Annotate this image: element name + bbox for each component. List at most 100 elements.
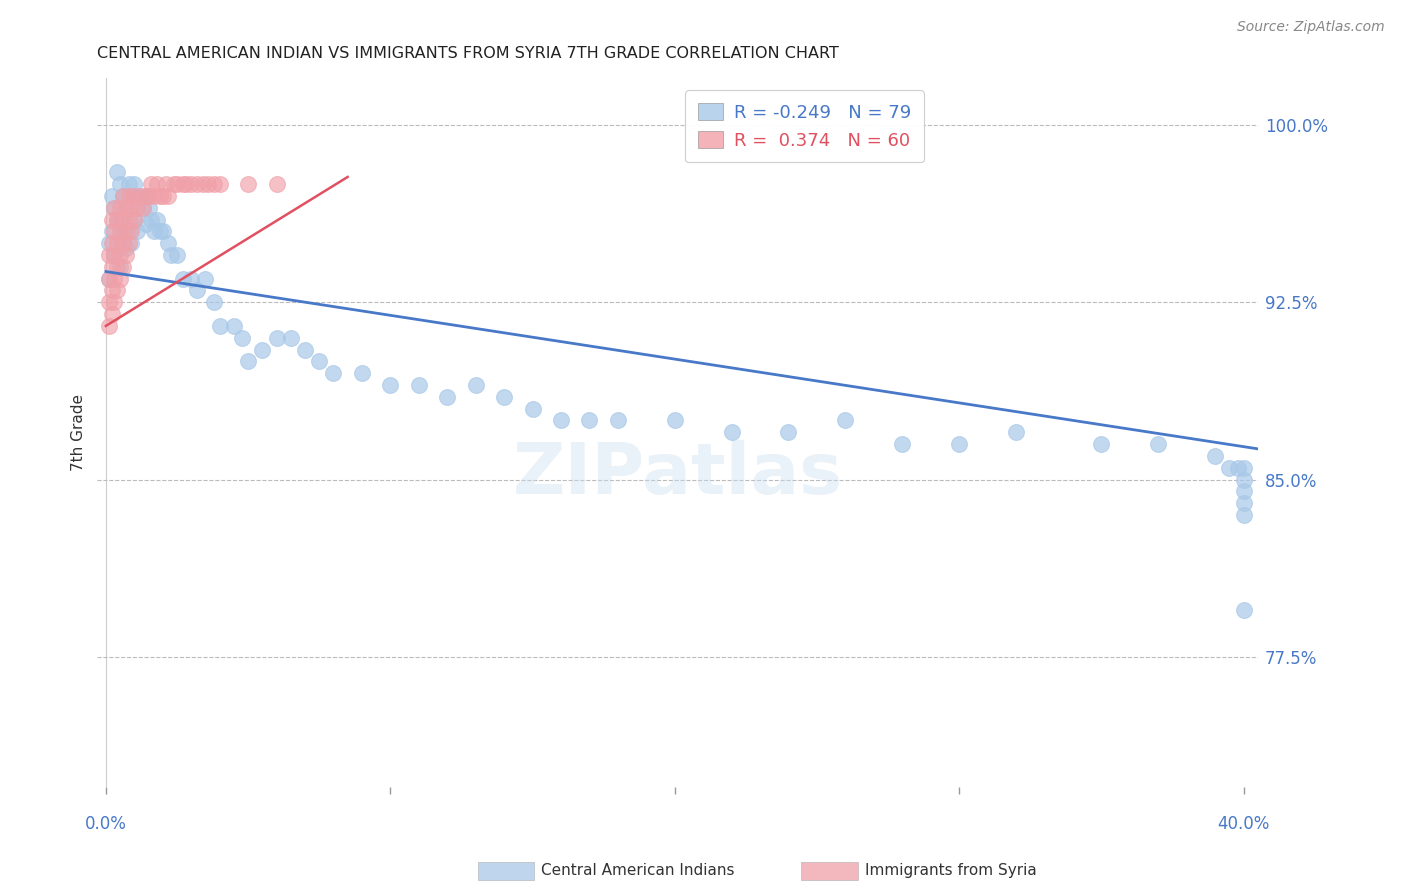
Point	[100, 189, 122, 203]
Point	[129, 189, 152, 203]
Point	[1147, 437, 1170, 451]
Point	[108, 248, 131, 262]
Point	[191, 177, 214, 191]
Point	[97, 271, 120, 285]
Point	[202, 177, 225, 191]
Point	[252, 343, 274, 357]
Point	[152, 189, 174, 203]
Point	[105, 284, 128, 298]
Point	[103, 295, 125, 310]
Point	[1232, 484, 1254, 499]
Point	[132, 201, 155, 215]
Point	[127, 201, 149, 215]
Point	[202, 295, 225, 310]
Point	[1232, 473, 1254, 487]
Point	[720, 425, 742, 440]
Text: 0.0%: 0.0%	[84, 815, 127, 833]
Point	[117, 189, 139, 203]
Point	[111, 236, 134, 251]
Point	[1232, 496, 1254, 510]
Point	[208, 177, 231, 191]
Point	[114, 224, 136, 238]
Point	[97, 271, 120, 285]
Point	[103, 271, 125, 285]
Point	[891, 437, 914, 451]
Point	[308, 354, 330, 368]
Point	[97, 318, 120, 333]
Y-axis label: 7th Grade: 7th Grade	[72, 393, 86, 471]
Point	[132, 201, 155, 215]
Point	[157, 236, 180, 251]
Point	[138, 201, 160, 215]
Point	[1232, 602, 1254, 616]
Point	[121, 201, 143, 215]
Point	[146, 177, 169, 191]
Point	[1226, 460, 1249, 475]
Point	[108, 271, 131, 285]
Point	[180, 177, 202, 191]
Text: Source: ZipAtlas.com: Source: ZipAtlas.com	[1237, 20, 1385, 34]
Point	[108, 224, 131, 238]
Point	[522, 401, 544, 416]
Point	[174, 177, 197, 191]
Point	[117, 236, 139, 251]
Point	[103, 248, 125, 262]
Point	[97, 295, 120, 310]
Point	[1232, 460, 1254, 475]
Point	[100, 284, 122, 298]
Point	[124, 177, 146, 191]
Point	[146, 212, 169, 227]
Point	[194, 271, 217, 285]
Point	[114, 201, 136, 215]
Point	[114, 248, 136, 262]
Point	[494, 390, 516, 404]
Point	[114, 201, 136, 215]
Point	[121, 189, 143, 203]
Point	[103, 224, 125, 238]
Point	[550, 413, 572, 427]
Point	[1090, 437, 1112, 451]
Point	[103, 201, 125, 215]
Point	[127, 224, 149, 238]
Point	[97, 248, 120, 262]
Text: CENTRAL AMERICAN INDIAN VS IMMIGRANTS FROM SYRIA 7TH GRADE CORRELATION CHART: CENTRAL AMERICAN INDIAN VS IMMIGRANTS FR…	[97, 46, 839, 62]
Point	[231, 331, 253, 345]
Point	[141, 177, 163, 191]
Point	[143, 189, 166, 203]
Text: Immigrants from Syria: Immigrants from Syria	[865, 863, 1036, 878]
Point	[350, 366, 373, 380]
Point	[100, 260, 122, 274]
Point	[100, 212, 122, 227]
Text: ZIPatlas: ZIPatlas	[513, 441, 842, 509]
Point	[129, 189, 152, 203]
Point	[100, 224, 122, 238]
Point	[138, 189, 160, 203]
Point	[111, 231, 134, 245]
Point	[105, 236, 128, 251]
Point	[117, 224, 139, 238]
Point	[111, 189, 134, 203]
Point	[186, 284, 208, 298]
Point	[103, 248, 125, 262]
Point	[578, 413, 600, 427]
Point	[606, 413, 628, 427]
Point	[280, 331, 302, 345]
Point	[1232, 508, 1254, 522]
Point	[124, 212, 146, 227]
Point	[114, 241, 136, 255]
Text: 40.0%: 40.0%	[1218, 815, 1270, 833]
Point	[266, 331, 288, 345]
Point	[105, 165, 128, 179]
Point	[103, 201, 125, 215]
Point	[105, 212, 128, 227]
Point	[380, 378, 402, 392]
Point	[149, 224, 172, 238]
Point	[408, 378, 430, 392]
Point	[157, 189, 180, 203]
Point	[208, 318, 231, 333]
Text: Central American Indians: Central American Indians	[541, 863, 735, 878]
Point	[222, 318, 245, 333]
Point	[236, 177, 259, 191]
Point	[1218, 460, 1240, 475]
Point	[160, 248, 183, 262]
